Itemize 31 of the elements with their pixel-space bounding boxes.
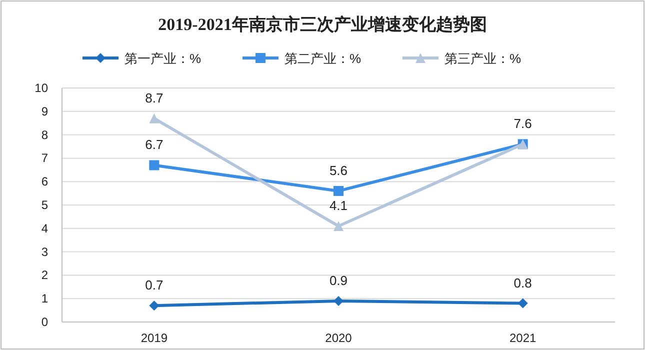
point — [334, 296, 344, 306]
legend-label: 第三产业：% — [444, 51, 522, 66]
chart-title: 2019-2021年南京市三次产业增速变化趋势图 — [158, 15, 487, 34]
y-tick-label: 5 — [41, 198, 48, 212]
point — [149, 160, 160, 170]
y-tick-label: 4 — [41, 221, 48, 236]
legend-label: 第一产业：% — [124, 51, 202, 66]
data-label: 0.9 — [329, 272, 348, 288]
data-label: 4.1 — [329, 198, 348, 214]
y-tick-label: 7 — [41, 151, 48, 166]
point — [149, 300, 160, 311]
data-label: 8.7 — [145, 90, 164, 106]
y-tick-label: 9 — [41, 104, 48, 118]
data-label: 7.6 — [514, 116, 532, 132]
y-tick-label: 6 — [41, 174, 48, 189]
data-label: 0.8 — [514, 275, 532, 290]
data-label: 5.6 — [329, 162, 348, 178]
y-tick-label: 1 — [41, 292, 48, 306]
x-tick-label: 2019 — [140, 331, 168, 345]
y-tick-label: 2 — [41, 268, 48, 282]
y-tick-label: 0 — [41, 315, 48, 329]
y-tick-label: 10 — [34, 81, 48, 95]
point — [518, 298, 528, 308]
point — [334, 186, 344, 196]
x-tick-label: 2020 — [325, 331, 352, 345]
data-label: 0.7 — [145, 278, 164, 293]
y-tick-label: 8 — [41, 128, 48, 142]
x-tick-label: 2021 — [509, 331, 537, 345]
data-label: 6.7 — [145, 137, 164, 152]
legend-label: 第二产业：% — [284, 51, 362, 66]
y-tick-label: 3 — [41, 244, 48, 259]
